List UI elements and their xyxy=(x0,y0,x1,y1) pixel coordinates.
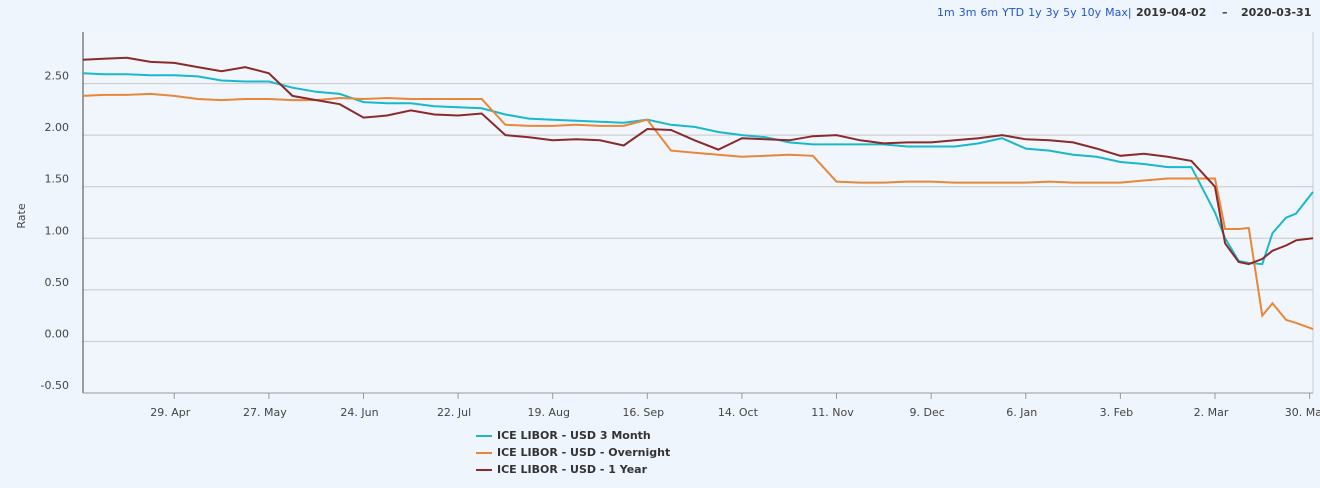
x-tick-label: 30. Mar xyxy=(1285,406,1320,419)
y-tick-label: 0.50 xyxy=(45,276,70,289)
range-from[interactable]: 2019-04-02 xyxy=(1136,6,1206,19)
x-tick-label: 19. Aug xyxy=(527,406,569,419)
x-tick-label: 29. Apr xyxy=(150,406,190,419)
x-tick-label: 16. Sep xyxy=(622,406,664,419)
legend-label[interactable]: ICE LIBOR - USD 3 Month xyxy=(497,429,651,442)
y-tick-label: 2.50 xyxy=(45,70,70,83)
x-tick-label: 3. Feb xyxy=(1100,406,1133,419)
range-button[interactable]: 1y xyxy=(1028,6,1042,19)
y-tick-label: 0.00 xyxy=(45,327,70,340)
x-tick-label: 22. Jul xyxy=(437,406,471,419)
legend-label[interactable]: ICE LIBOR - USD - Overnight xyxy=(497,446,670,459)
x-tick-label: 24. Jun xyxy=(340,406,378,419)
range-button[interactable]: 3y xyxy=(1046,6,1060,19)
range-button[interactable]: Max| xyxy=(1105,6,1131,19)
series-line xyxy=(82,56,1314,266)
y-tick-label: 1.50 xyxy=(45,173,70,186)
y-tick-label: 1.00 xyxy=(45,224,70,237)
y-tick-label: -0.50 xyxy=(41,379,69,392)
plot-area xyxy=(83,32,1313,393)
range-button[interactable]: 1m xyxy=(937,6,955,19)
x-tick-label: 9. Dec xyxy=(910,406,945,419)
range-button[interactable]: 3m xyxy=(959,6,977,19)
x-tick-label: 2. Mar xyxy=(1194,406,1229,419)
range-to[interactable]: 2020-03-31 xyxy=(1241,6,1311,19)
x-tick-label: 6. Jan xyxy=(1006,406,1037,419)
y-tick-label: 2.00 xyxy=(45,121,70,134)
series-line xyxy=(82,72,1314,266)
legend: ICE LIBOR - USD 3 Month ICE LIBOR - USD -… xyxy=(476,429,670,476)
range-button[interactable]: YTD xyxy=(1001,6,1024,19)
range-button[interactable]: 10y xyxy=(1081,6,1102,19)
range-button[interactable]: 5y xyxy=(1063,6,1077,19)
range-button[interactable]: 6m xyxy=(980,6,998,19)
y-axis-title: Rate xyxy=(15,203,28,228)
legend-label[interactable]: ICE LIBOR - USD - 1 Year xyxy=(497,463,648,476)
x-tick-label: 27. May xyxy=(243,406,287,419)
range-separator: – xyxy=(1222,6,1228,19)
x-tick-label: 11. Nov xyxy=(811,406,854,419)
series-line xyxy=(82,92,1314,331)
x-tick-label: 14. Oct xyxy=(718,406,759,419)
range-selector: 1m 3m 6m YTD 1y 3y 5y 10y Max| 2019-04-02 –2020-03… xyxy=(937,6,1311,19)
